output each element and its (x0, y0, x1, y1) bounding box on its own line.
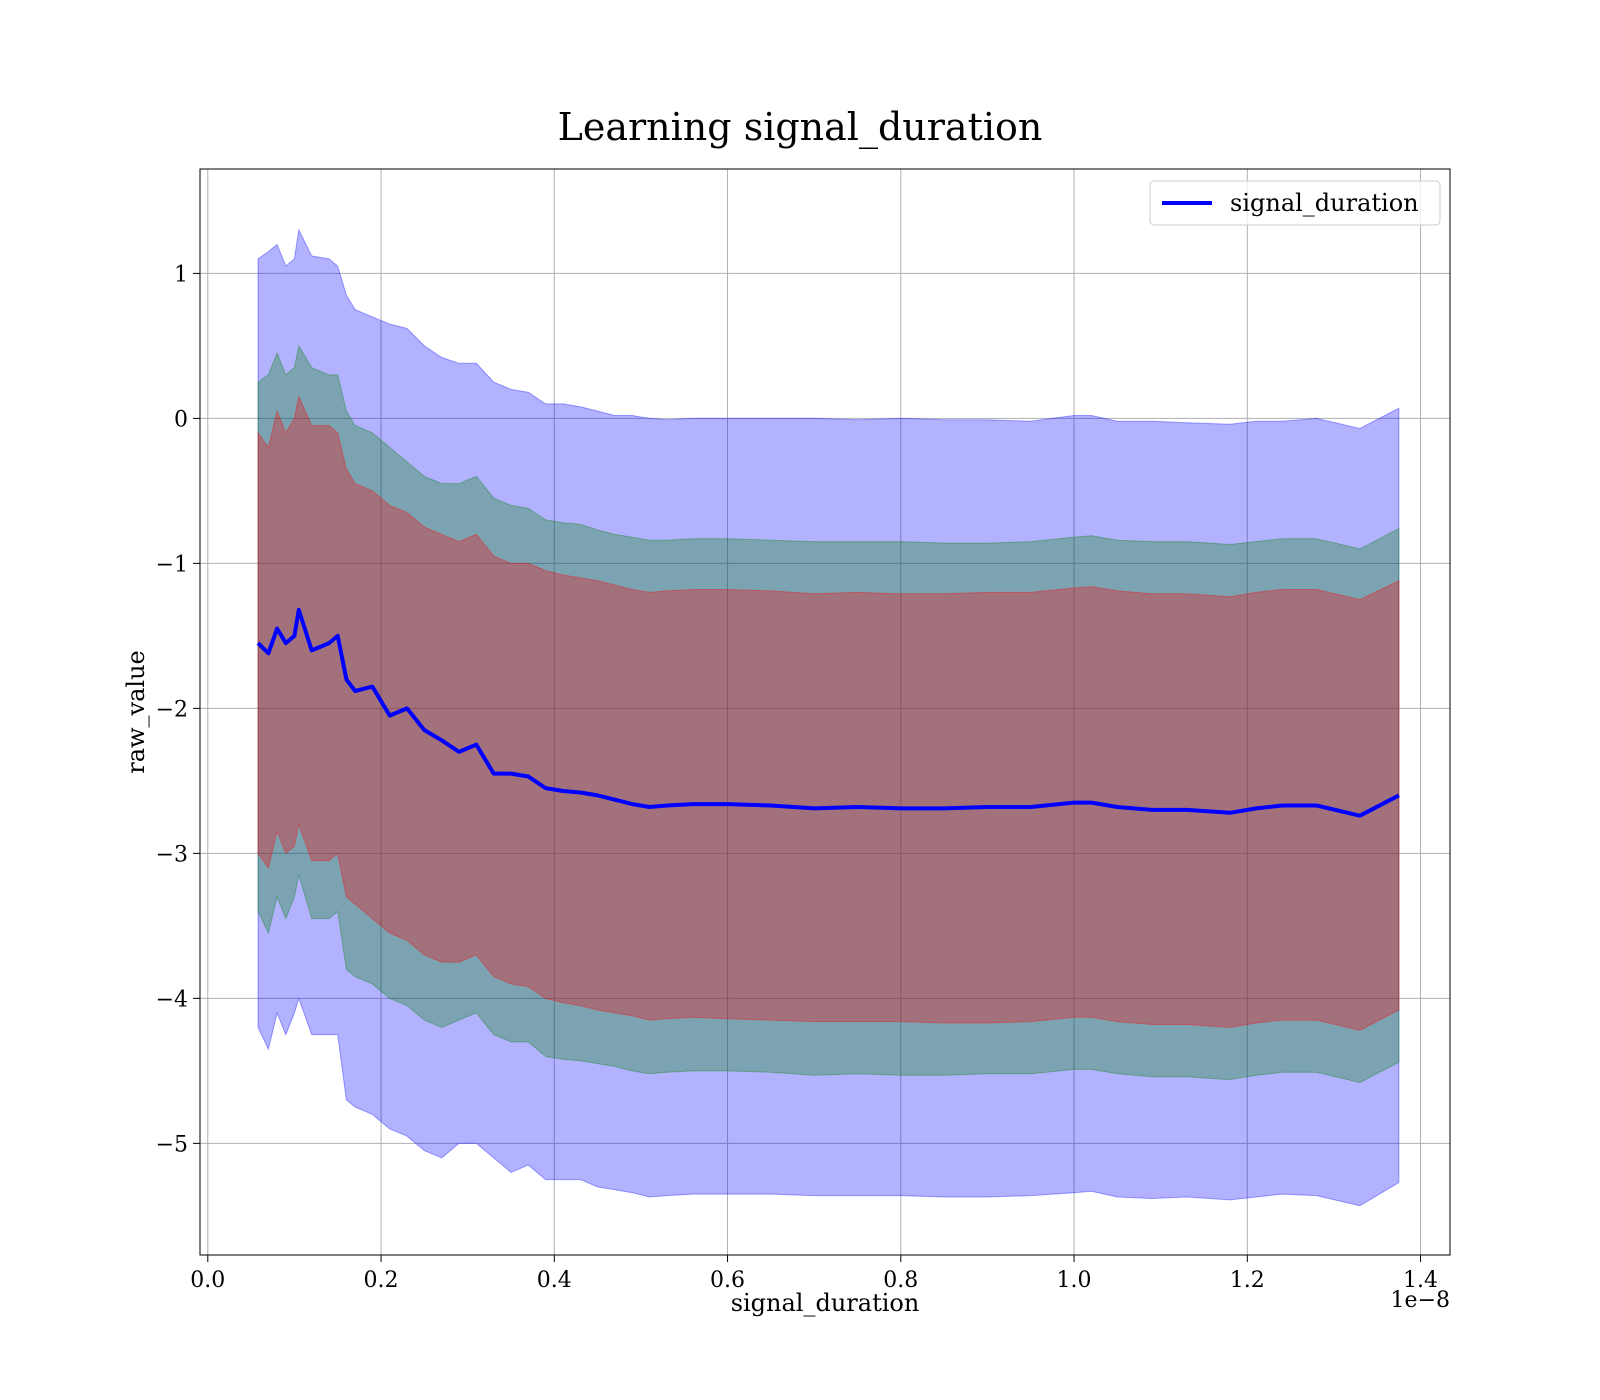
x-tick-label: 1.4 (1403, 1268, 1438, 1293)
x-tick-label: 0.2 (364, 1268, 399, 1293)
x-tick-label: 0.0 (190, 1268, 225, 1293)
x-tick-label: 0.4 (537, 1268, 572, 1293)
y-tick-label: −1 (156, 552, 188, 577)
x-tick-label: 0.6 (710, 1268, 745, 1293)
chart-title: Learning signal_duration (558, 105, 1043, 150)
series-line-signal-duration (256, 607, 1400, 818)
legend-entry-signal-duration: signal_duration (1230, 189, 1419, 217)
legend: signal_duration (1149, 180, 1441, 226)
ticks: 0.0 0.2 0.4 0.6 0.8 1.0 1.2 1.4 1 0 −1 −2 −3 −4 −5 (156, 262, 1438, 1293)
legend-box (1149, 180, 1441, 226)
series-lines (256, 607, 1400, 818)
y-tick-label: −4 (156, 987, 188, 1012)
bands (257, 228, 1400, 1207)
y-tick-label: −2 (156, 697, 188, 722)
band-inner (257, 394, 1400, 1031)
band-middle (257, 344, 1400, 1084)
x-tick-label: 0.8 (883, 1268, 918, 1293)
y-tick-label: −5 (156, 1132, 188, 1157)
plot-frame (199, 168, 1451, 1256)
y-axis-label: raw_value (122, 650, 150, 774)
x-tick-label: 1.2 (1230, 1268, 1265, 1293)
y-tick-label: −3 (156, 842, 188, 867)
band-outer (257, 228, 1400, 1207)
x-tick-label: 1.0 (1057, 1268, 1092, 1293)
y-tick-label: 1 (174, 262, 188, 287)
x-axis-label: signal_duration (731, 1289, 920, 1317)
y-tick-label: 0 (174, 407, 188, 432)
x-offset-label: 1e−8 (1391, 1288, 1450, 1313)
